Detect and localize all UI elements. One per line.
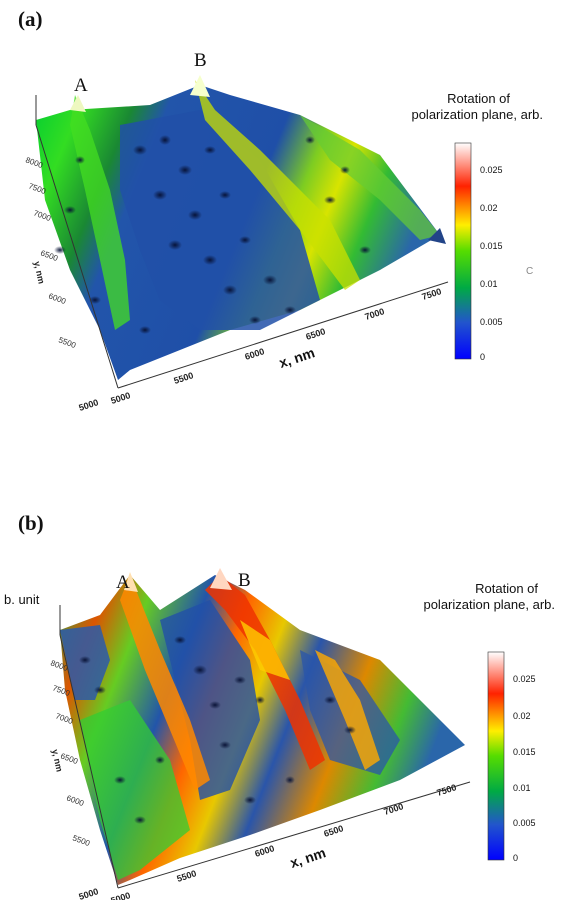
surface-ridge-b-shoulder — [240, 620, 290, 680]
y-tick-6000: 6000 — [47, 291, 67, 306]
x-tick-5000: 5000 — [110, 390, 132, 406]
colorbar-title-line2: polarization plane, arb. — [411, 107, 543, 122]
faint-label-c: C — [526, 266, 533, 277]
peak-label-b: B — [194, 50, 207, 71]
y-axis-label: y, nm — [50, 748, 65, 772]
x-axis-label: x, nm — [277, 344, 317, 371]
colorbar-gradient — [487, 651, 505, 861]
peak-label-b: B — [238, 570, 251, 591]
colorbar-tick-0: 0 — [480, 352, 485, 362]
peak-label-a: A — [74, 75, 88, 96]
surface-ridge-b — [205, 575, 325, 770]
axes-frame — [59, 605, 471, 889]
colorbar-tick-0.01: 0.01 — [513, 783, 531, 793]
colorbar-gradient — [454, 142, 472, 360]
colorbar-tick-0: 0 — [513, 853, 518, 863]
colorbar: Rotation of polarization plane, arb. 0.0… — [411, 91, 543, 362]
colorbar-tick-0.005: 0.005 — [480, 317, 503, 327]
colorbar-tick-0.01: 0.01 — [480, 279, 498, 289]
surface-ridge-a — [120, 575, 210, 790]
x-tick-6000: 6000 — [254, 843, 276, 859]
panel-label: (b) — [18, 511, 44, 535]
colorbar-tick-0.025: 0.025 — [480, 165, 503, 175]
x-tick-6000: 6000 — [244, 346, 266, 362]
surface-plot — [60, 568, 465, 885]
surface-pits — [79, 636, 356, 824]
colorbar-tick-0.015: 0.015 — [513, 747, 536, 757]
x-tick-5500: 5500 — [173, 370, 195, 386]
y-tick-6000: 6000 — [65, 793, 85, 808]
surface-foreground — [80, 700, 190, 880]
peak-b-top — [190, 75, 210, 97]
colorbar-tick-0.025: 0.025 — [513, 674, 536, 684]
panel-a: (a) — [18, 7, 543, 413]
colorbar-tick-0.02: 0.02 — [480, 203, 498, 213]
surface-ridge-c — [315, 650, 380, 770]
y-tick-5500: 5500 — [71, 833, 91, 848]
colorbar-title-line1: Rotation of — [475, 581, 538, 596]
colorbar-tick-0.02: 0.02 — [513, 711, 531, 721]
y-tick-5500: 5500 — [57, 335, 77, 350]
x-tick-6500: 6500 — [305, 326, 327, 342]
peak-a-top — [70, 95, 86, 112]
surface-ridge-c — [300, 115, 440, 240]
y-tick-5000: 5000 — [78, 397, 100, 413]
x-axis-label: x, nm — [288, 844, 328, 871]
surface-ridge-a — [70, 95, 130, 330]
x-tick-7500: 7500 — [436, 782, 458, 798]
colorbar-title-line1: Rotation of — [447, 91, 510, 106]
surface-pits — [54, 135, 371, 334]
surface-plot — [36, 75, 446, 380]
y-tick-5000: 5000 — [78, 886, 100, 900]
x-tick-7500: 7500 — [421, 286, 443, 302]
z-axis-label-fragment: b. unit — [4, 592, 40, 607]
x-tick-7000: 7000 — [383, 801, 405, 817]
peak-label-a: A — [116, 572, 130, 593]
peak-b-top — [210, 568, 232, 590]
axes-frame — [35, 95, 449, 389]
colorbar-tick-0.015: 0.015 — [480, 241, 503, 251]
surface-valley-mid — [160, 600, 260, 800]
peak-a-top — [124, 572, 138, 592]
surface-ridge-b — [195, 80, 360, 290]
colorbar-tick-0.005: 0.005 — [513, 818, 536, 828]
x-tick-5500: 5500 — [176, 868, 198, 884]
y-axis-label: y, nm — [32, 260, 47, 284]
colorbar: Rotation of polarization plane, arb. 0.0… — [423, 581, 555, 863]
x-tick-5000: 5000 — [110, 890, 132, 900]
colorbar-title-line2: polarization plane, arb. — [423, 597, 555, 612]
panel-b: (b) — [4, 511, 555, 900]
peak-edge — [428, 228, 446, 244]
panel-label: (a) — [18, 7, 43, 31]
